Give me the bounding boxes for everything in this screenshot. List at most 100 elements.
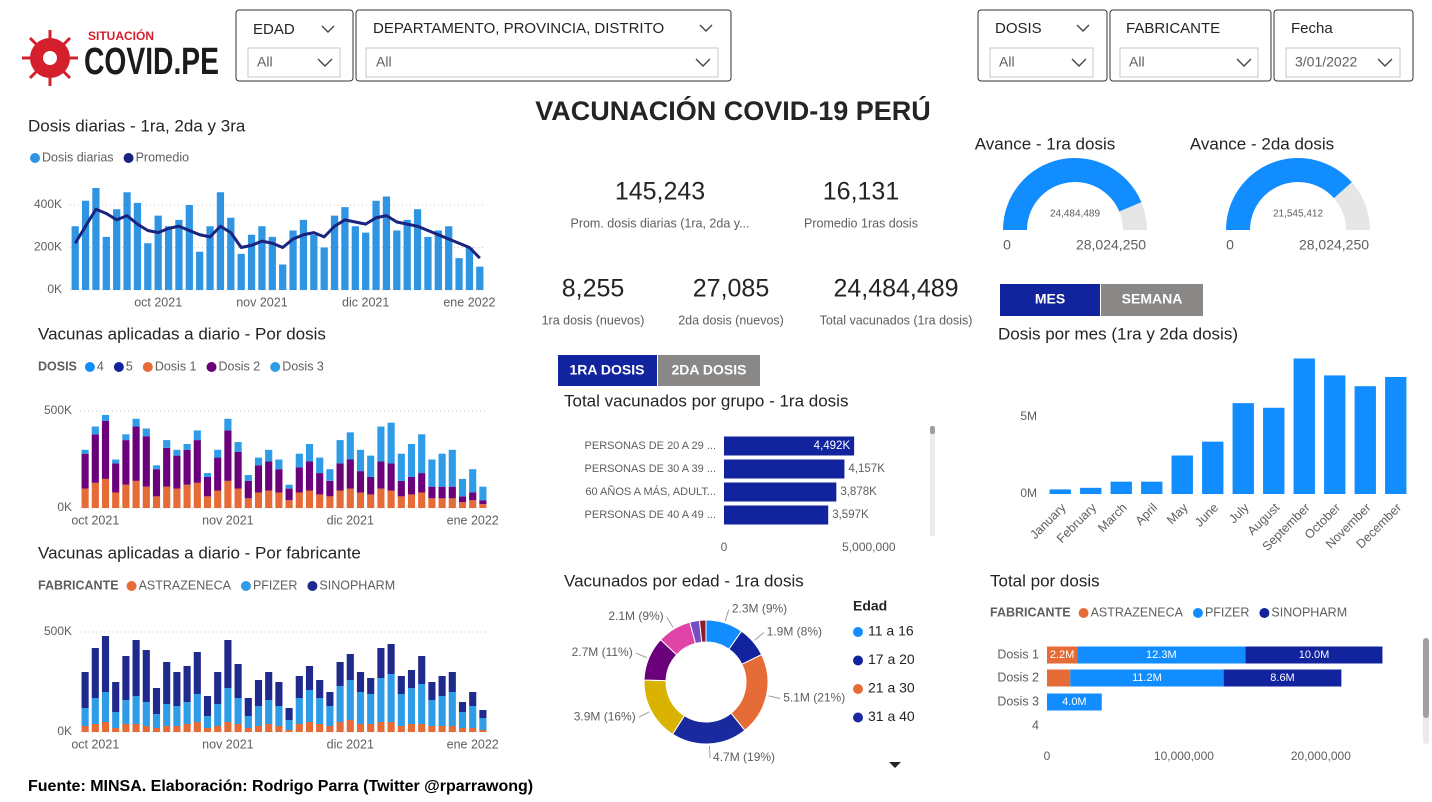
kpi-label: Prom. dosis diarias (1ra, 2da y...: [570, 216, 749, 230]
bar: [382, 196, 391, 290]
bar: [428, 726, 436, 732]
bar: [476, 266, 484, 290]
bar-segment: [1047, 693, 1102, 711]
bar: [102, 236, 110, 290]
bar: [458, 702, 467, 712]
x-tick-label: 0: [1044, 749, 1051, 763]
bar: [1202, 441, 1224, 494]
toggle-button[interactable]: [558, 355, 657, 386]
x-tick-label: dic 2021: [327, 737, 374, 751]
bar: [163, 704, 171, 726]
filter[interactable]: FABRICANTE All: [1109, 9, 1272, 82]
bar: [203, 473, 212, 477]
filter[interactable]: DEPARTAMENTO, PROVINCIA, DISTRITO All: [355, 9, 732, 82]
gauge-value-label: 21,545,412: [1273, 209, 1323, 220]
bar: [356, 724, 365, 732]
bar: [112, 463, 120, 493]
scrollbar-thumb[interactable]: [1423, 638, 1429, 718]
bar: [285, 500, 293, 508]
toggle-button[interactable]: [1101, 284, 1203, 316]
bar: [299, 219, 308, 290]
filter[interactable]: EDAD All: [235, 9, 354, 82]
bar: [101, 478, 110, 508]
bar: [214, 457, 222, 491]
legend-marker: [853, 684, 863, 694]
filter-value: 3/01/2022: [1295, 54, 1357, 70]
kpi-label: Promedio 1ras dosis: [804, 216, 918, 230]
bar: [479, 504, 487, 508]
filter[interactable]: Fecha 3/01/2022: [1273, 9, 1414, 82]
bar: [163, 440, 171, 448]
bar: [214, 672, 222, 704]
bar: [1110, 481, 1132, 494]
bar: [455, 258, 463, 290]
bar: [469, 706, 477, 728]
bar: [285, 484, 293, 489]
bar: [458, 478, 467, 497]
legend-label: Dosis 1: [155, 359, 197, 373]
bar: [193, 652, 201, 694]
bar: [1049, 489, 1071, 494]
bar: [387, 422, 395, 464]
filter[interactable]: DOSIS All: [977, 9, 1108, 82]
logo: SITUACIÓN COVID.PE: [22, 28, 219, 86]
bar: [403, 219, 411, 290]
bar: [428, 498, 436, 508]
dropdown[interactable]: [1119, 47, 1259, 78]
filter-label: DEPARTAMENTO, PROVINCIA, DISTRITO: [373, 20, 664, 37]
dropdown[interactable]: [365, 47, 719, 78]
bar: [173, 706, 181, 726]
y-tick-label: PERSONAS DE 30 A 39 ...: [585, 463, 716, 475]
bar: [413, 209, 422, 290]
legend-marker: [126, 581, 137, 591]
bar: [244, 728, 252, 732]
scrollbar[interactable]: [930, 426, 935, 536]
toggle-button[interactable]: [658, 355, 760, 386]
bar: [407, 494, 416, 508]
bar: [224, 640, 232, 688]
bar: [458, 712, 467, 728]
scrollbar-thumb[interactable]: [930, 426, 935, 434]
bar: [438, 453, 446, 487]
data-label: 11.2M: [1132, 672, 1162, 684]
bar: [122, 656, 130, 700]
bar: [377, 461, 385, 489]
bar: [81, 449, 89, 454]
bar: [81, 488, 89, 508]
bar: [448, 449, 456, 487]
bar: [305, 490, 314, 508]
bar: [1385, 376, 1407, 494]
bar: [346, 432, 354, 460]
bar: [173, 488, 181, 508]
bar: [310, 234, 318, 290]
data-label: 4,157K: [848, 463, 885, 475]
dropdown[interactable]: [247, 47, 341, 78]
toggle-label: 1RA DOSIS: [570, 362, 645, 378]
bar: [275, 469, 283, 493]
x-tick-label: ene 2022: [447, 737, 499, 751]
bar: [397, 496, 405, 508]
bar: [724, 482, 837, 502]
bar: [81, 200, 90, 290]
bar: [367, 494, 375, 508]
bar: [254, 726, 263, 732]
bar: [234, 724, 242, 732]
toggle-button[interactable]: [1000, 284, 1100, 316]
bar: [305, 443, 314, 462]
bar: [336, 440, 344, 464]
y-tick-label: 0M: [1020, 486, 1037, 500]
bar: [234, 488, 242, 508]
legend-title: DOSIS: [38, 359, 77, 373]
bar: [279, 264, 287, 290]
bar: [356, 692, 365, 724]
x-tick-label: dic 2021: [342, 295, 389, 309]
chart-title: Vacunas aplicadas a diario - Por dosis: [38, 324, 326, 343]
bar: [132, 696, 140, 724]
kpi-label: Total vacunados (1ra dosis): [820, 313, 973, 327]
x-tick-label: nov 2021: [236, 295, 287, 309]
legend-marker: [30, 153, 40, 163]
bar: [142, 726, 150, 732]
filter-label: Fecha: [1291, 20, 1333, 37]
scroll-arrow[interactable]: [889, 762, 901, 768]
bar: [346, 720, 354, 732]
